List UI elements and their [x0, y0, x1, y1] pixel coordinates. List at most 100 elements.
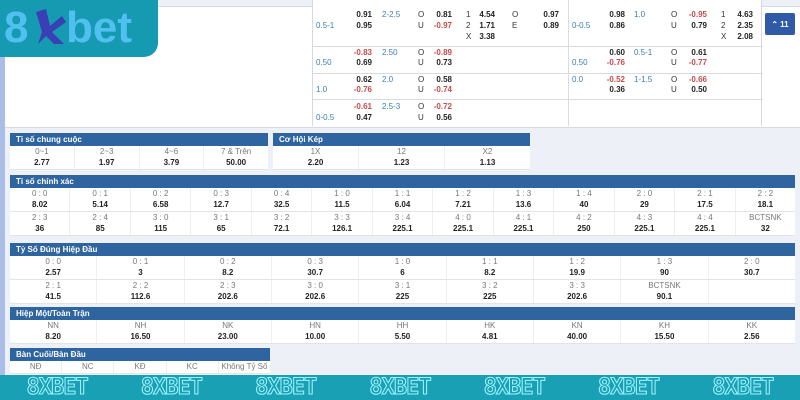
- over-odds[interactable]: 0.58: [436, 75, 452, 84]
- 1x2-odds[interactable]: 4.54: [479, 10, 495, 19]
- odds-cell[interactable]: 4 : 2 250: [554, 212, 615, 235]
- handicap-odds-home[interactable]: -0.61: [353, 102, 372, 111]
- bet-odds[interactable]: 65: [216, 224, 226, 233]
- over-odds[interactable]: -0.72: [433, 102, 452, 111]
- odds-cell[interactable]: NK 23.00: [185, 320, 272, 343]
- odds-cell[interactable]: 1 : 4 40: [554, 188, 615, 211]
- 1x2-odds[interactable]: 2.35: [737, 21, 753, 30]
- bet-odds[interactable]: 18.1: [757, 200, 774, 209]
- odds-cell[interactable]: 2 : 3 202.6: [185, 280, 272, 303]
- bet-odds[interactable]: 32: [760, 224, 770, 233]
- bet-odds[interactable]: 115: [154, 224, 168, 233]
- odds-cell[interactable]: 2 : 0 30.7: [709, 256, 795, 279]
- bet-odds[interactable]: 5.14: [92, 200, 108, 209]
- 1x2-odds[interactable]: 2.08: [737, 32, 753, 41]
- bet-odds[interactable]: 225.1: [634, 224, 655, 233]
- handicap-odds-home[interactable]: 0.91: [356, 10, 372, 19]
- 1x2-odds[interactable]: 3.38: [479, 32, 495, 41]
- bet-odds[interactable]: 225.1: [694, 224, 715, 233]
- over-odds[interactable]: -0.66: [688, 75, 707, 84]
- odds-cell[interactable]: 1X 2.20: [273, 146, 359, 169]
- bet-odds[interactable]: 112.6: [130, 292, 151, 301]
- bet-odds[interactable]: 126.1: [332, 224, 353, 233]
- odds-cell[interactable]: 3 : 0 115: [131, 212, 192, 235]
- bet-odds[interactable]: 202.6: [217, 292, 238, 301]
- odds-cell[interactable]: KK 2.56: [709, 320, 795, 343]
- handicap-odds-home[interactable]: -0.83: [353, 48, 372, 57]
- under-odds[interactable]: 0.79: [691, 21, 707, 30]
- odds-cell[interactable]: 4 : 3 225.1: [615, 212, 676, 235]
- bet-odds[interactable]: 40.00: [567, 332, 588, 341]
- bet-odds[interactable]: 7.21: [455, 200, 471, 209]
- odds-cell[interactable]: 4 : 1 225.1: [494, 212, 555, 235]
- odds-cell[interactable]: HH 5.50: [359, 320, 447, 343]
- bet-odds[interactable]: 8.20: [45, 332, 61, 341]
- odds-cell[interactable]: 4 : 0 225.1: [433, 212, 494, 235]
- 1x2-odds[interactable]: 1.71: [479, 21, 495, 30]
- odds-cell[interactable]: 0~1 2.77: [10, 146, 75, 169]
- bet-odds[interactable]: 6.04: [394, 200, 411, 209]
- bet-odds[interactable]: 17.5: [697, 200, 713, 209]
- odds-cell[interactable]: 0 : 3 12.7: [191, 188, 252, 211]
- under-odds[interactable]: -0.77: [688, 58, 707, 67]
- handicap-odds-away[interactable]: 0.47: [356, 113, 372, 122]
- under-odds[interactable]: 0.73: [436, 58, 452, 67]
- odds-cell[interactable]: 1 : 0 11.5: [312, 188, 373, 211]
- bet-odds[interactable]: 2.20: [307, 158, 324, 167]
- odds-cell[interactable]: BCTSNK 90.1: [621, 280, 709, 303]
- odds-cell[interactable]: 0 : 0 8.02: [10, 188, 71, 211]
- handicap-odds-away[interactable]: 0.95: [356, 21, 372, 30]
- odds-cell[interactable]: BCTSNK 32: [736, 212, 795, 235]
- bet-odds[interactable]: 90: [660, 268, 669, 277]
- odds-cell[interactable]: 0 : 2 8.2: [185, 256, 272, 279]
- odds-cell[interactable]: 3 : 2 72.1: [252, 212, 313, 235]
- bet-odds[interactable]: 23.00: [217, 332, 238, 341]
- odds-cell[interactable]: 7 & Trên 50.00: [204, 146, 268, 169]
- odds-cell[interactable]: KH 15.50: [621, 320, 709, 343]
- over-odds[interactable]: -0.95: [688, 10, 707, 19]
- 1x2-odds[interactable]: 4.63: [737, 10, 753, 19]
- bet-odds[interactable]: 19.9: [569, 268, 585, 277]
- odds-cell[interactable]: 12 1.23: [359, 146, 445, 169]
- odds-cell[interactable]: 0 : 3 30.7: [272, 256, 360, 279]
- bet-odds[interactable]: 16.50: [130, 332, 151, 341]
- bet-odds[interactable]: 32.5: [273, 200, 290, 209]
- odds-cell[interactable]: 1 : 0 6: [359, 256, 447, 279]
- odd-even-odds[interactable]: 0.89: [543, 21, 559, 30]
- odds-cell[interactable]: 3 : 4 225.1: [373, 212, 434, 235]
- odds-cell[interactable]: 2 : 3 36: [10, 212, 71, 235]
- odds-cell[interactable]: 1 : 2 7.21: [433, 188, 494, 211]
- bet-odds[interactable]: 12.7: [213, 200, 229, 209]
- bet-odds[interactable]: 15.50: [654, 332, 675, 341]
- odds-cell[interactable]: 2 : 1 17.5: [675, 188, 736, 211]
- handicap-odds-home[interactable]: 0.60: [609, 48, 625, 57]
- odds-cell[interactable]: KN 40.00: [534, 320, 622, 343]
- under-odds[interactable]: -0.97: [433, 21, 452, 30]
- odds-cell[interactable]: NN 8.20: [10, 320, 98, 343]
- bet-odds[interactable]: 11.5: [334, 200, 350, 209]
- bet-odds[interactable]: 72.1: [273, 224, 290, 233]
- handicap-odds-home[interactable]: 0.98: [609, 10, 625, 19]
- odds-cell[interactable]: 3 : 3 126.1: [312, 212, 373, 235]
- odds-cell[interactable]: HN 10.00: [272, 320, 360, 343]
- under-odds[interactable]: 0.50: [691, 85, 707, 94]
- odds-cell[interactable]: 4 : 4 225.1: [675, 212, 736, 235]
- bet-odds[interactable]: 10.00: [305, 332, 326, 341]
- odds-cell[interactable]: 1 : 1 8.2: [447, 256, 534, 279]
- odds-cell[interactable]: 3 : 2 225: [447, 280, 534, 303]
- bet-odds[interactable]: 250: [577, 224, 591, 233]
- handicap-odds-away[interactable]: 0.36: [609, 85, 625, 94]
- odds-cell[interactable]: 2 : 2 112.6: [97, 280, 185, 303]
- bet-odds[interactable]: 8.02: [31, 200, 48, 209]
- bet-odds[interactable]: 8.2: [484, 268, 496, 277]
- bet-odds[interactable]: 4.81: [482, 332, 498, 341]
- odds-cell[interactable]: 1 : 2 19.9: [534, 256, 622, 279]
- bet-odds[interactable]: 2.77: [34, 158, 50, 167]
- odds-cell[interactable]: 4~6 3.79: [140, 146, 205, 169]
- odds-cell[interactable]: 3 : 1 65: [191, 212, 252, 235]
- collapse-button[interactable]: ⌃ 11: [765, 13, 795, 35]
- odds-cell[interactable]: 0 : 2 6.58: [131, 188, 192, 211]
- bet-odds[interactable]: 2.56: [744, 332, 760, 341]
- bet-odds[interactable]: 13.6: [515, 200, 532, 209]
- bet-odds[interactable]: 41.5: [45, 292, 61, 301]
